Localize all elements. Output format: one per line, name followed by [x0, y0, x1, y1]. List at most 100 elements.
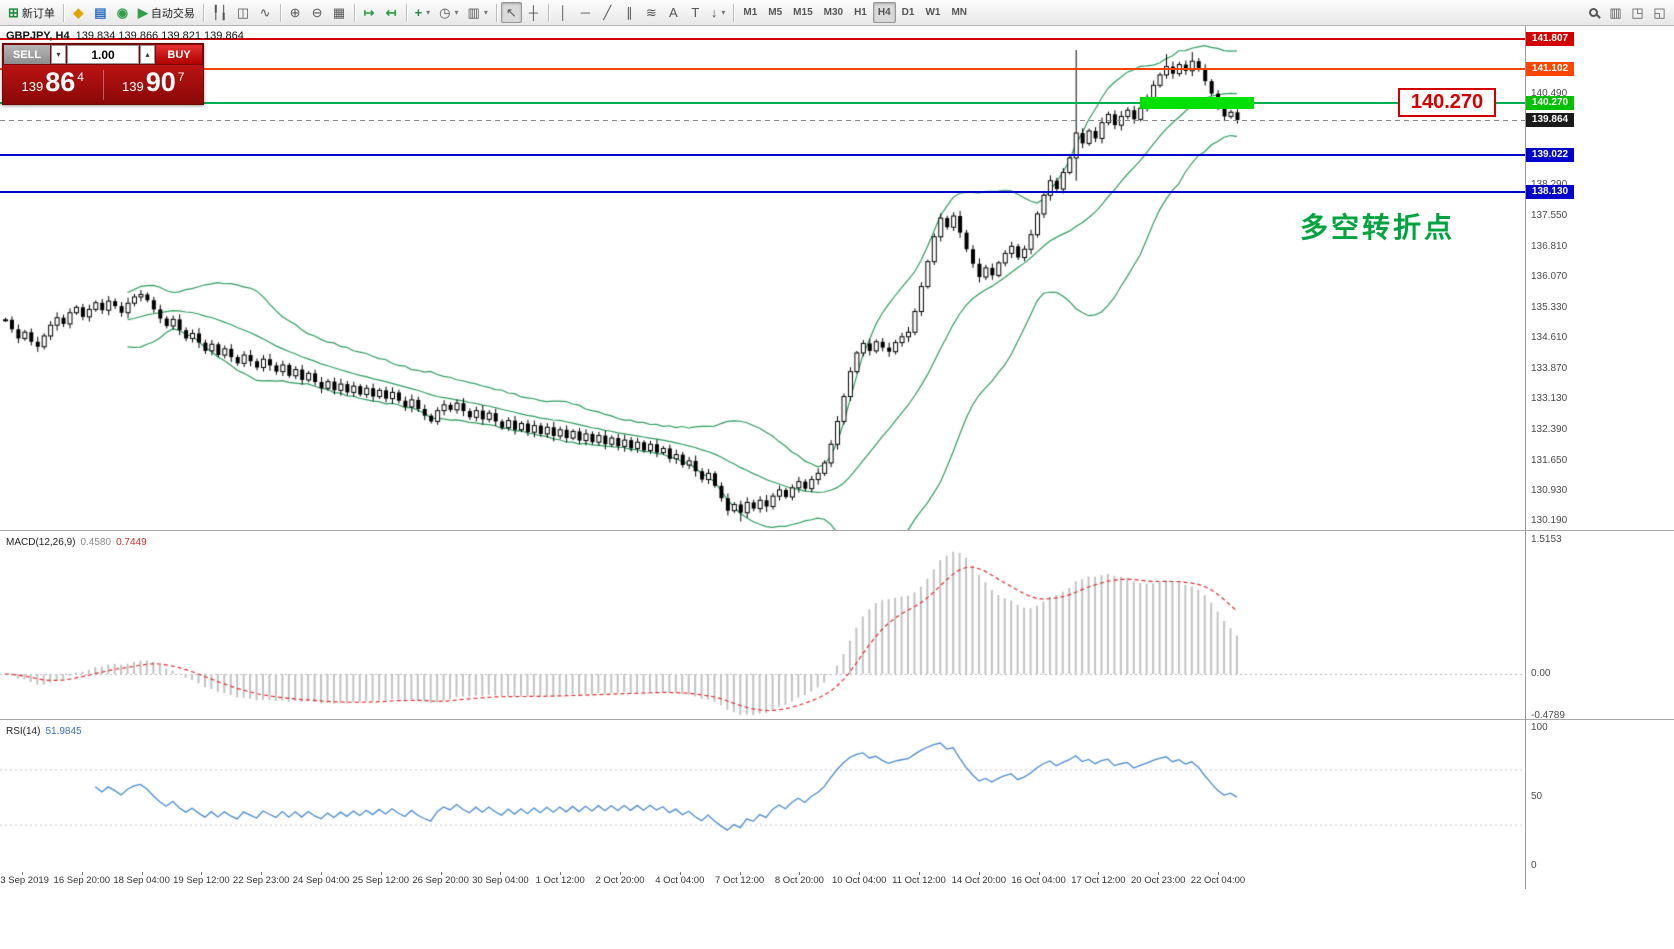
- candles-mode-button[interactable]: ◫: [233, 2, 254, 23]
- zoom-in-icon: ⊕: [289, 5, 301, 20]
- cursor-icon: ↖: [505, 5, 517, 20]
- symbol-name: GBPJPY, H4: [6, 30, 70, 42]
- timeframe-mn-button[interactable]: MN: [946, 2, 972, 23]
- mql5-community-button[interactable]: ◆: [68, 2, 89, 23]
- time-axis-label: 30 Sep 04:00: [472, 875, 529, 886]
- auto-scroll-button[interactable]: ↦: [359, 2, 380, 23]
- tile-windows-button[interactable]: ▦: [329, 2, 350, 23]
- price-tag-138.130: 138.130: [1526, 185, 1574, 199]
- auto-trading-button[interactable]: ▶ 自动交易: [134, 2, 199, 23]
- ohlc-bars-mode-button[interactable]: ╿╽: [208, 2, 232, 23]
- price-axis-label: 137.550: [1531, 210, 1568, 222]
- time-axis-label: 8 Oct 20:00: [774, 875, 824, 886]
- time-axis-label: 13 Sep 2019: [0, 875, 49, 886]
- toolbar-separator: [495, 3, 497, 22]
- rsi-name: RSI(14): [6, 726, 41, 737]
- text-icon: A: [669, 5, 678, 20]
- trendline-button[interactable]: ╱: [597, 2, 618, 23]
- search-button[interactable]: [1583, 2, 1604, 23]
- timeframe-m15-button[interactable]: M15: [788, 2, 817, 23]
- auto-trading-label: 自动交易: [150, 7, 195, 20]
- time-axis-label: 24 Sep 04:00: [292, 875, 350, 886]
- undock-button[interactable]: ◳: [1627, 2, 1648, 23]
- price-axis-label: 138.290: [1531, 179, 1568, 191]
- timeframe-mn-label: MN: [951, 7, 968, 18]
- timeframe-m1-button[interactable]: M1: [738, 2, 762, 23]
- time-axis-label: 2 Oct 20:00: [595, 875, 645, 886]
- cursor-button[interactable]: ↖: [500, 2, 522, 23]
- timeframe-w1-label: W1: [925, 7, 941, 18]
- chart-area[interactable]: 141.807 141.102 140.270 139.864 139.022 138.1…: [0, 26, 1674, 949]
- macd-axis-label: 1.5153: [1531, 534, 1562, 546]
- arrows-button[interactable]: ↓ ▾: [707, 2, 730, 23]
- line-mode-button[interactable]: ∿: [255, 2, 276, 23]
- timeframe-d1-button[interactable]: D1: [897, 2, 920, 23]
- periods-button[interactable]: ◷ ▾: [435, 2, 462, 23]
- timeframe-h4-button[interactable]: H4: [872, 2, 896, 23]
- time-axis-label: 4 Oct 04:00: [655, 875, 705, 886]
- rsi-value: 51.9845: [45, 726, 82, 737]
- text-label-button[interactable]: T: [685, 2, 706, 23]
- symbol-ohlc: 139.834 139.866 139.821 139.864: [75, 30, 244, 42]
- timeframe-m5-button[interactable]: M5: [763, 2, 787, 23]
- zoom-in-button[interactable]: ⊕: [285, 2, 306, 23]
- timeframe-m30-button[interactable]: M30: [819, 2, 848, 23]
- crosshair-button[interactable]: ┼: [523, 2, 544, 23]
- autotrading-play-icon: ▶: [137, 5, 148, 20]
- dock-button[interactable]: ◱: [1649, 2, 1670, 23]
- main-chart-canvas[interactable]: [0, 26, 1525, 530]
- buy-price[interactable]: 139 90 7: [104, 69, 204, 100]
- data-window-button[interactable]: ▥: [1605, 2, 1626, 23]
- volume-up-button[interactable]: ▴: [140, 45, 155, 64]
- signals-button[interactable]: ◉: [112, 2, 133, 23]
- bars-mode-icon: ╿╽: [211, 5, 228, 20]
- time-axis-label: 26 Sep 20:00: [412, 875, 469, 886]
- volume-input[interactable]: [67, 45, 139, 64]
- macd-canvas[interactable]: [0, 533, 1525, 719]
- rsi-canvas[interactable]: [0, 722, 1525, 871]
- sell-button[interactable]: SELL: [4, 45, 50, 64]
- sell-price[interactable]: 139 86 4: [3, 69, 103, 100]
- time-axis-label: 16 Sep 20:00: [53, 875, 111, 886]
- timeframe-h1-button[interactable]: H1: [849, 2, 872, 23]
- toolbar-separator: [202, 3, 204, 22]
- dropdown-caret-icon: ▾: [426, 8, 431, 17]
- price-axis-label: 134.610: [1531, 332, 1568, 344]
- macd-indicator-label: MACD(12,26,9) 0.4580 0.7449: [6, 537, 147, 548]
- panel-separator[interactable]: [0, 530, 1674, 532]
- panel-separator[interactable]: [0, 719, 1674, 721]
- price-callout[interactable]: 140.270: [1398, 88, 1496, 117]
- fibonacci-button[interactable]: ≋: [641, 2, 662, 23]
- dropdown-caret-icon: ▾: [721, 8, 726, 17]
- zoom-out-button[interactable]: ⊖: [307, 2, 328, 23]
- trendline-icon: ╱: [603, 5, 612, 20]
- price-axis-label: 133.130: [1531, 393, 1568, 405]
- indicators-button[interactable]: + ▾: [411, 2, 435, 23]
- toolbar-separator: [353, 3, 355, 22]
- buy-price-big: 90: [145, 67, 176, 97]
- arrow-objects-icon: ↓: [710, 5, 718, 20]
- chart-shift-button[interactable]: ↤: [381, 2, 402, 23]
- highlight-rectangle[interactable]: [1140, 97, 1254, 110]
- dropdown-caret-icon: ▾: [483, 8, 488, 17]
- text-button[interactable]: A: [663, 2, 684, 23]
- horizontal-line-button[interactable]: ─: [575, 2, 596, 23]
- templates-button[interactable]: ▥ ▾: [464, 2, 492, 23]
- price-axis-label: 130.930: [1531, 484, 1568, 496]
- buy-button[interactable]: BUY: [156, 45, 202, 64]
- timeframe-h4-label: H4: [877, 7, 891, 18]
- vertical-line-icon: │: [559, 5, 568, 20]
- timeframe-m30-label: M30: [823, 7, 844, 18]
- volume-down-button[interactable]: ▾: [51, 45, 66, 64]
- timeframe-w1-button[interactable]: W1: [920, 2, 945, 23]
- price-divider: [102, 69, 104, 100]
- new-order-button[interactable]: ⊞ 新订单: [4, 2, 59, 23]
- time-axis-separator: [0, 871, 1674, 872]
- dock-icon: ◱: [1653, 5, 1666, 20]
- vertical-line-button[interactable]: │: [553, 2, 574, 23]
- channel-button[interactable]: ∥: [619, 2, 640, 23]
- market-button[interactable]: ▤: [90, 2, 111, 23]
- time-axis-label: 19 Sep 12:00: [173, 875, 230, 886]
- timeframe-m15-label: M15: [793, 7, 813, 18]
